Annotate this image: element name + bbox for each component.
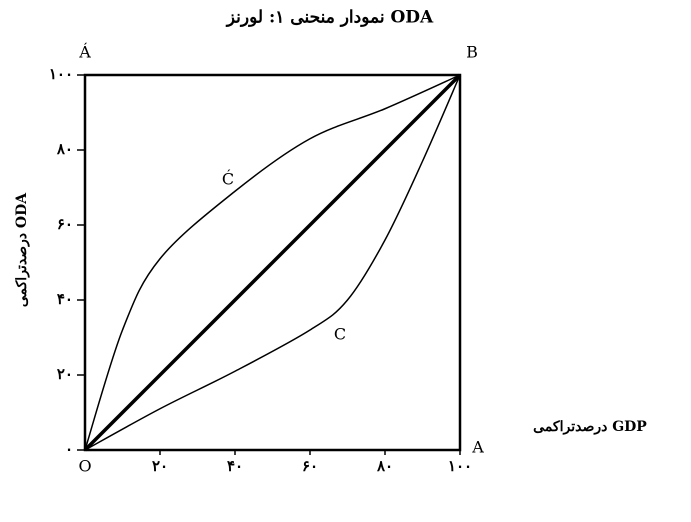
y-tick-label: ۴۰ (57, 290, 73, 308)
x-tick-label: ۸۰ (376, 457, 393, 475)
point-label: O (78, 457, 91, 476)
x-tick-label: ۱۰۰ (448, 457, 472, 475)
point-label: Ć (222, 169, 234, 189)
y-tick-label: ۲۰ (57, 365, 73, 383)
lorenz-curve (85, 75, 460, 450)
y-tick-label: ۱۰۰ (49, 65, 73, 83)
point-label: C (334, 325, 346, 344)
point-label: A (471, 438, 484, 457)
x-tick-label: ۶۰ (302, 457, 318, 475)
y-tick-label: ۸۰ (56, 140, 73, 158)
point-label: Á (78, 42, 91, 62)
y-axis-label: درصدتراکمی ODA (14, 192, 30, 307)
x-axis-label: درصدتراکمی GDP (533, 419, 647, 435)
page: {"chart_data": {"type": "line", "title":… (0, 0, 691, 518)
y-tick-label: ۶۰ (57, 215, 73, 233)
x-tick-label: ۴۰ (227, 457, 243, 475)
x-tick-label: ۲۰ (152, 457, 168, 475)
y-tick-label: ۰ (65, 440, 73, 458)
chart: نمودار منحنی ۱: لورنز ODA درصدتراکمی GDP… (0, 0, 691, 518)
point-label: B (466, 43, 478, 62)
chart-title: نمودار منحنی ۱: لورنز ODA (225, 8, 434, 28)
